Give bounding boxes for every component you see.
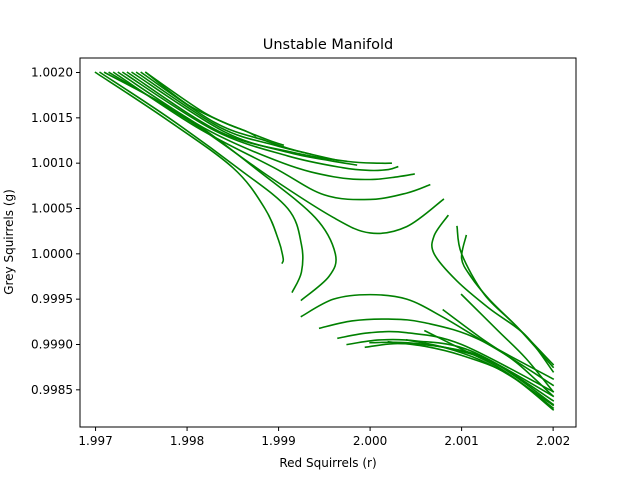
manifold-curve-25 <box>423 329 555 407</box>
y-tick-label: 1.0010 <box>31 156 73 170</box>
plot-frame <box>79 57 577 428</box>
y-tick-label: 1.0000 <box>31 247 73 261</box>
manifold-curve-8 <box>126 71 392 165</box>
y-tick-label: 0.9995 <box>31 292 73 306</box>
y-tick-label: 1.0005 <box>31 202 73 216</box>
x-tick-label: 2.001 <box>444 434 478 448</box>
manifold-curve-2 <box>99 71 304 293</box>
manifold-curve-10 <box>135 71 340 162</box>
manifold-curve-9 <box>131 71 358 166</box>
x-tick-label: 1.998 <box>170 434 204 448</box>
x-tick-label: 2.002 <box>536 434 570 448</box>
manifold-curve-7 <box>121 71 399 172</box>
manifold-curve-16 <box>431 214 555 373</box>
manifold-curve-26 <box>442 308 555 398</box>
x-tick-label: 2.000 <box>353 434 387 448</box>
y-tick-label: 0.9985 <box>31 383 73 397</box>
y-axis-ticks: 0.9985 0.9990 0.9995 1.0000 1.0005 1.0010 1.00… <box>31 66 80 397</box>
manifold-curve-6 <box>117 71 415 181</box>
manifold-curve-19 <box>337 330 555 393</box>
plot-lines <box>94 71 555 411</box>
manifold-curve-13 <box>144 71 257 138</box>
y-tick-label: 1.0020 <box>31 66 73 80</box>
manifold-curve-5 <box>112 71 431 201</box>
y-tick-label: 1.0015 <box>31 111 73 125</box>
manifold-curve-1 <box>94 71 285 264</box>
x-tick-label: 1.999 <box>261 434 295 448</box>
y-axis-label: Grey Squirrels (g) <box>2 189 16 295</box>
x-axis-ticks: 1.997 1.998 1.999 2.000 2.001 2.002 <box>78 427 570 448</box>
manifold-curve-4 <box>108 71 445 235</box>
manifold-curve-27 <box>460 293 555 393</box>
chart-title: Unstable Manifold <box>263 37 394 53</box>
y-tick-label: 0.9990 <box>31 337 73 351</box>
x-tick-label: 1.997 <box>78 434 112 448</box>
x-axis-label: Red Squirrels (r) <box>279 456 376 470</box>
